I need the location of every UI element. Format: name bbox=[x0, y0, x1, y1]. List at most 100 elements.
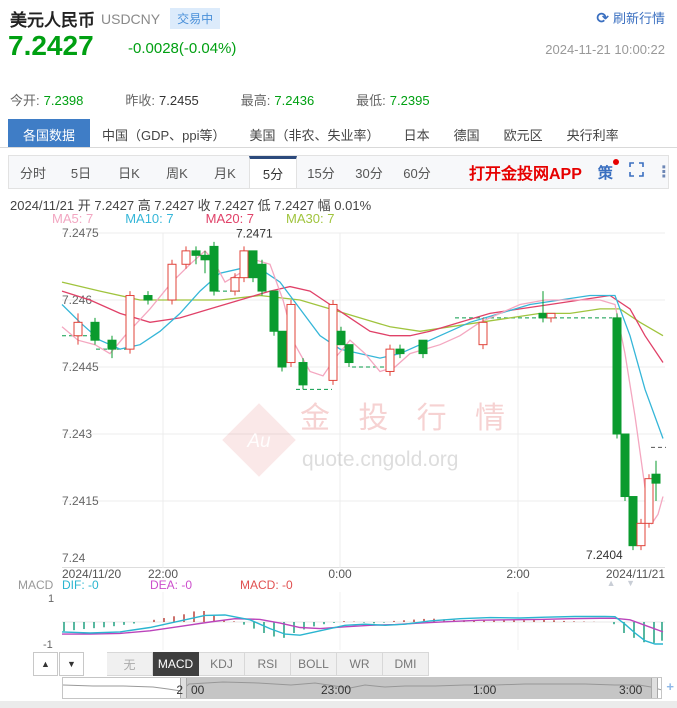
slider-down-arrow[interactable]: ▼ bbox=[59, 652, 84, 676]
candle bbox=[651, 473, 661, 484]
last-price: 7.2427 bbox=[8, 30, 94, 61]
candle bbox=[230, 277, 240, 292]
x-tick: 22:00 bbox=[147, 567, 179, 581]
indicator-tab-RSI[interactable]: RSI bbox=[245, 652, 291, 676]
macd-value: MACD: -0 bbox=[240, 578, 293, 592]
candle bbox=[546, 312, 556, 319]
stat-value: 7.2395 bbox=[389, 93, 430, 108]
period-tab-周K[interactable]: 周K bbox=[166, 165, 188, 181]
candle bbox=[418, 339, 428, 355]
candle bbox=[344, 344, 354, 364]
y-tick: 7.246 bbox=[62, 293, 92, 307]
candle bbox=[167, 263, 177, 301]
candle bbox=[248, 250, 258, 279]
stat-value: 7.2436 bbox=[274, 93, 315, 108]
fullscreen-icon[interactable] bbox=[629, 162, 644, 182]
bottom-strip bbox=[0, 701, 677, 708]
country-data-tabs: 各国数据 中国（GDP、ppi等） 美国（非农、失业率） 日本 德国 欧元区 央行利率 bbox=[0, 119, 677, 148]
stat-0: 今开: 7.2398 bbox=[10, 90, 83, 109]
macd-chart[interactable]: 1 -1 bbox=[0, 592, 677, 652]
price-annotation: 7.2404 bbox=[586, 548, 623, 562]
svg-text:quote.cngold.org: quote.cngold.org bbox=[302, 448, 458, 471]
period-tab-30分[interactable]: 30分 bbox=[355, 165, 383, 181]
candle bbox=[257, 263, 267, 292]
period-tab-5日[interactable]: 5日 bbox=[70, 165, 92, 181]
watermark: Au 金 投 行 情 quote.cngold.org bbox=[222, 402, 515, 477]
quote-timestamp: 2024-11-21 10:00:22 bbox=[545, 42, 665, 57]
slider-selection[interactable] bbox=[187, 678, 651, 698]
slider-left-handle[interactable] bbox=[180, 678, 187, 698]
macd-pane-label: MACD bbox=[18, 578, 54, 592]
indicator-tab-KDJ[interactable]: KDJ bbox=[199, 652, 245, 676]
svg-text:Au: Au bbox=[246, 431, 271, 452]
period-tab-60分[interactable]: 60分 bbox=[403, 165, 431, 181]
svg-text:1: 1 bbox=[48, 593, 54, 605]
candlestick-chart[interactable]: 7.2475 7.246 7.2445 7.243 7.2415 7.24 Au 金 投 行 … bbox=[0, 223, 677, 568]
stat-label: 今开: bbox=[10, 93, 40, 108]
indicator-tab-BOLL[interactable]: BOLL bbox=[291, 652, 337, 676]
country-tab-3[interactable]: 日本 bbox=[403, 128, 430, 143]
candle bbox=[612, 317, 622, 435]
candle bbox=[181, 250, 191, 265]
dif-line bbox=[61, 614, 663, 645]
candle bbox=[269, 290, 279, 332]
country-tab-6[interactable]: 央行利率 bbox=[566, 128, 619, 143]
period-tab-月K[interactable]: 月K bbox=[214, 165, 236, 181]
strategy-button[interactable]: 策 bbox=[598, 158, 619, 183]
period-tab-分时[interactable]: 分时 bbox=[19, 165, 46, 181]
indicator-tab-DMI[interactable]: DMI bbox=[383, 652, 429, 676]
country-tab-2[interactable]: 美国（非农、失业率） bbox=[249, 128, 380, 143]
country-tab-4[interactable]: 德国 bbox=[453, 128, 480, 143]
pair-title: 美元人民币 bbox=[10, 11, 95, 30]
x-axis-labels: 2024/11/20 22:00 0:00 2:00 2024/11/21 bbox=[0, 567, 677, 581]
candle bbox=[385, 348, 395, 372]
period-tab-日K[interactable]: 日K bbox=[118, 165, 140, 181]
candle bbox=[636, 522, 646, 547]
open-app-link[interactable]: 打开金投网APP bbox=[469, 166, 582, 183]
indicator-tab-WR[interactable]: WR bbox=[337, 652, 383, 676]
y-tick: 7.2475 bbox=[62, 226, 99, 240]
stat-label: 最高: bbox=[240, 93, 271, 108]
candle bbox=[620, 433, 630, 498]
country-tab-1[interactable]: 中国（GDP、ppi等） bbox=[102, 128, 226, 143]
x-tick: 2:00 bbox=[506, 567, 530, 581]
bar-info-line: 2024/11/21 开 7.2427 高 7.2427 收 7.2427 低 … bbox=[10, 198, 372, 213]
indicator-tab-MACD[interactable]: MACD bbox=[153, 652, 199, 676]
time-range-slider[interactable]: 2 00 23:00 1:00 3:00 bbox=[62, 677, 662, 699]
stat-label: 昨收: bbox=[125, 93, 156, 108]
candle bbox=[73, 321, 83, 337]
y-tick: 7.2415 bbox=[62, 494, 99, 508]
ma-legend-2: MA20: 7 bbox=[205, 211, 255, 226]
slider-time-label: 1:00 bbox=[473, 683, 497, 697]
candle bbox=[107, 339, 117, 350]
period-tab-5分[interactable]: 5分 bbox=[249, 156, 297, 188]
slider-time-label: 23:00 bbox=[321, 683, 352, 697]
dea-value: DEA: -0 bbox=[150, 578, 193, 592]
country-tab-0[interactable]: 各国数据 bbox=[8, 119, 91, 147]
indicator-tab-无[interactable]: 无 bbox=[107, 652, 153, 676]
slider-time-label: 3:00 bbox=[619, 683, 643, 697]
candle bbox=[628, 496, 638, 547]
ma10-line bbox=[61, 268, 664, 439]
slider-up-arrow[interactable]: ▲ bbox=[33, 652, 58, 676]
y-tick: 7.2445 bbox=[62, 360, 99, 374]
slider-right-handle[interactable] bbox=[651, 678, 658, 698]
macd-pane-resize-arrows[interactable]: ▲ ▼ bbox=[606, 578, 639, 588]
stat-label: 最低: bbox=[356, 93, 386, 108]
country-tab-5[interactable]: 欧元区 bbox=[503, 128, 543, 143]
slider-time-label: 00 bbox=[191, 683, 205, 697]
ma-legend-3: MA30: 7 bbox=[286, 211, 335, 226]
candle bbox=[538, 312, 548, 319]
svg-text:金 投 行 情: 金 投 行 情 bbox=[300, 402, 515, 435]
kebab-menu-icon[interactable]: ⋮ bbox=[655, 164, 672, 181]
candle bbox=[239, 250, 249, 279]
period-tab-15分[interactable]: 15分 bbox=[307, 165, 335, 181]
expand-slider-icon[interactable]: + bbox=[666, 679, 674, 694]
x-tick: 2024/11/20 bbox=[62, 567, 122, 581]
stat-1: 昨收: 7.2455 bbox=[125, 90, 198, 109]
period-tabbar: 分时 5日 日K 周K 月K 5分 15分 30分 60分 打开金投网APP 策 ⋮ bbox=[8, 155, 672, 189]
stat-3: 最低: 7.2395 bbox=[356, 90, 429, 109]
refresh-button[interactable]: ⟳ 刷新行情 bbox=[596, 8, 665, 27]
x-tick: 2024/11/21 bbox=[605, 567, 665, 581]
svg-text:-1: -1 bbox=[43, 639, 53, 651]
